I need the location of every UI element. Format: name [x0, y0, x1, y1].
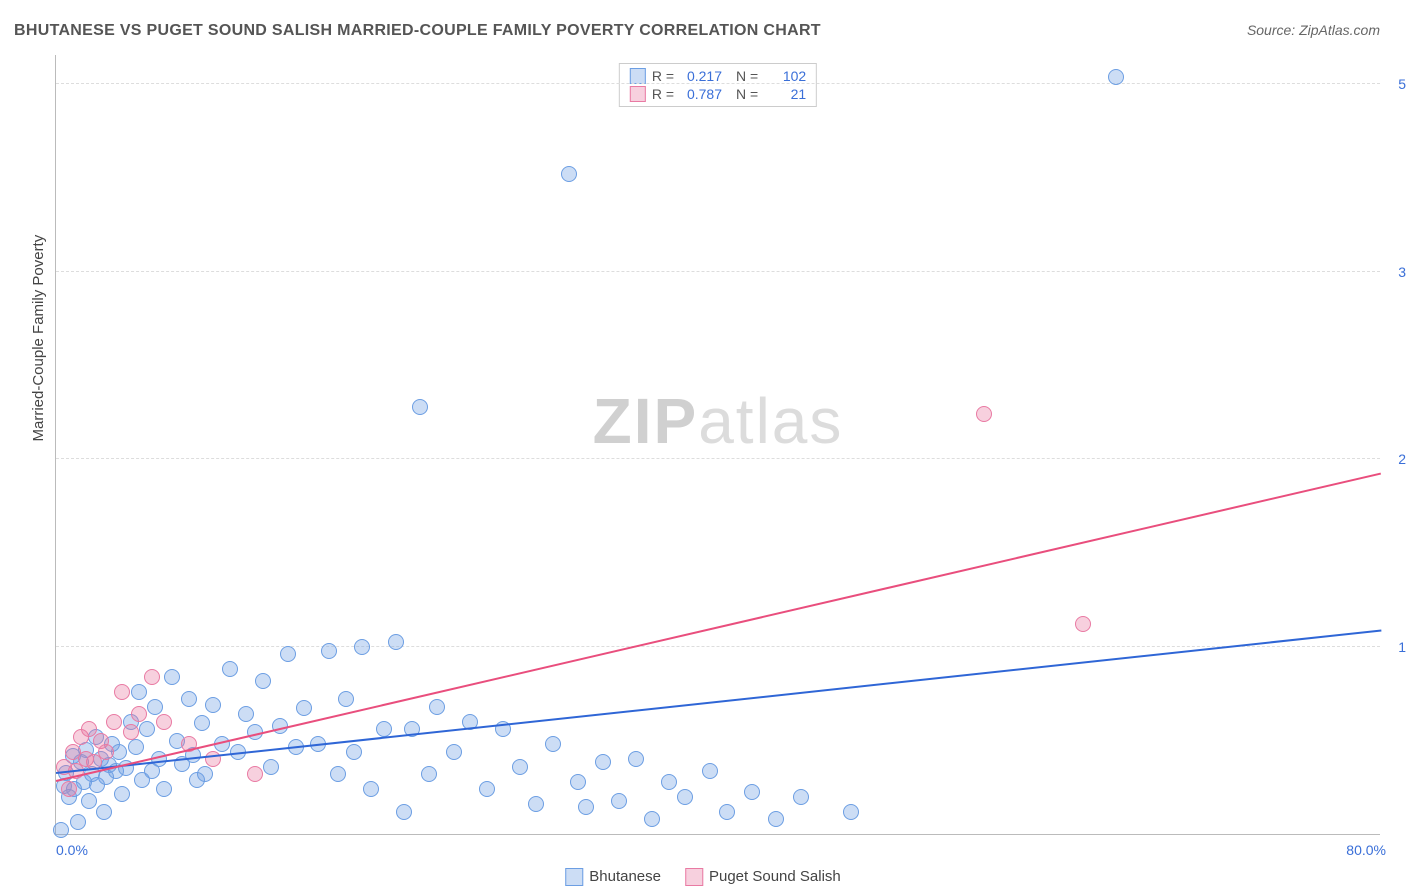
data-point — [677, 789, 693, 805]
chart-title: BHUTANESE VS PUGET SOUND SALISH MARRIED-… — [14, 22, 821, 40]
y-axis-label: Married-Couple Family Poverty — [30, 235, 47, 442]
data-point — [114, 684, 130, 700]
data-point — [744, 784, 760, 800]
data-point — [296, 700, 312, 716]
data-point — [247, 766, 263, 782]
data-point — [156, 714, 172, 730]
y-tick-label: 50.0% — [1388, 76, 1406, 92]
data-point — [144, 669, 160, 685]
scatter-plot-area: ZIPatlas R =0.217N =102R =0.787N =21 12.… — [55, 55, 1380, 835]
data-point — [338, 691, 354, 707]
trend-line — [56, 630, 1381, 774]
data-point — [114, 786, 130, 802]
data-point — [330, 766, 346, 782]
legend-label: Puget Sound Salish — [709, 868, 841, 885]
gridline — [56, 83, 1380, 84]
data-point — [156, 781, 172, 797]
data-point — [1108, 69, 1124, 85]
y-tick-label: 25.0% — [1388, 451, 1406, 467]
watermark-text: ZIPatlas — [593, 384, 844, 458]
data-point — [106, 714, 122, 730]
data-point — [976, 406, 992, 422]
data-point — [793, 789, 809, 805]
x-tick-label: 80.0% — [1346, 842, 1386, 858]
data-point — [702, 763, 718, 779]
data-point — [164, 669, 180, 685]
data-point — [147, 699, 163, 715]
data-point — [396, 804, 412, 820]
data-point — [843, 804, 859, 820]
data-point — [363, 781, 379, 797]
series-legend: Bhutanese Puget Sound Salish — [565, 868, 841, 886]
data-point — [512, 759, 528, 775]
data-point — [263, 759, 279, 775]
gridline — [56, 458, 1380, 459]
data-point — [96, 804, 112, 820]
data-point — [61, 781, 77, 797]
data-point — [719, 804, 735, 820]
data-point — [421, 766, 437, 782]
data-point — [644, 811, 660, 827]
data-point — [412, 399, 428, 415]
data-point — [181, 691, 197, 707]
data-point — [346, 744, 362, 760]
data-point — [222, 661, 238, 677]
legend-swatch — [630, 68, 646, 84]
data-point — [81, 793, 97, 809]
data-point — [321, 643, 337, 659]
trend-line — [56, 472, 1381, 781]
legend-item: Puget Sound Salish — [685, 868, 841, 886]
x-tick-label: 0.0% — [56, 842, 88, 858]
data-point — [628, 751, 644, 767]
data-point — [280, 646, 296, 662]
data-point — [479, 781, 495, 797]
y-tick-label: 12.5% — [1388, 639, 1406, 655]
legend-row: R =0.217N =102 — [630, 68, 806, 84]
data-point — [98, 744, 114, 760]
data-point — [197, 766, 213, 782]
legend-label: Bhutanese — [589, 868, 661, 885]
data-point — [561, 166, 577, 182]
y-tick-label: 37.5% — [1388, 264, 1406, 280]
data-point — [131, 684, 147, 700]
data-point — [528, 796, 544, 812]
data-point — [429, 699, 445, 715]
legend-swatch — [685, 868, 703, 886]
data-point — [595, 754, 611, 770]
legend-swatch — [630, 86, 646, 102]
legend-item: Bhutanese — [565, 868, 661, 886]
correlation-legend: R =0.217N =102 R =0.787N =21 — [619, 63, 817, 107]
data-point — [661, 774, 677, 790]
data-point — [255, 673, 271, 689]
data-point — [70, 814, 86, 830]
legend-row: R =0.787N =21 — [630, 86, 806, 102]
data-point — [376, 721, 392, 737]
data-point — [570, 774, 586, 790]
data-point — [131, 706, 147, 722]
data-point — [446, 744, 462, 760]
data-point — [128, 739, 144, 755]
data-point — [194, 715, 210, 731]
data-point — [139, 721, 155, 737]
gridline — [56, 646, 1380, 647]
legend-swatch — [565, 868, 583, 886]
data-point — [123, 724, 139, 740]
source-attribution: Source: ZipAtlas.com — [1247, 22, 1380, 38]
gridline — [56, 271, 1380, 272]
data-point — [768, 811, 784, 827]
data-point — [578, 799, 594, 815]
data-point — [545, 736, 561, 752]
data-point — [53, 822, 69, 838]
data-point — [388, 634, 404, 650]
data-point — [354, 639, 370, 655]
data-point — [611, 793, 627, 809]
data-point — [238, 706, 254, 722]
data-point — [1075, 616, 1091, 632]
data-point — [205, 697, 221, 713]
